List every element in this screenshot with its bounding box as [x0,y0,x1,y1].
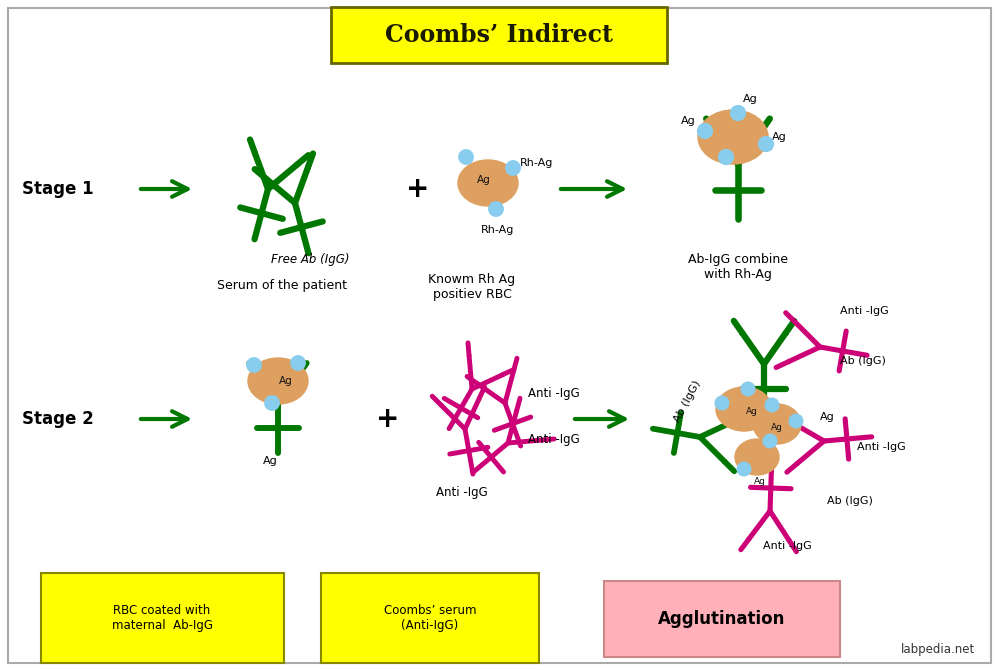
Text: Ab (IgG): Ab (IgG) [827,496,873,506]
Circle shape [741,382,755,396]
FancyBboxPatch shape [604,581,840,657]
Text: Anti -IgG: Anti -IgG [528,386,579,399]
Circle shape [758,137,773,152]
Text: Ag: Ag [478,175,491,185]
Text: Ab (IgG): Ab (IgG) [671,378,702,423]
Text: Serum of the patient: Serum of the patient [217,279,347,292]
Circle shape [265,396,279,410]
Text: Ag: Ag [279,376,293,386]
Ellipse shape [458,160,518,206]
Circle shape [489,202,503,216]
FancyBboxPatch shape [331,7,667,63]
Text: Anti -IgG: Anti -IgG [528,433,579,446]
Circle shape [765,398,779,412]
Circle shape [789,414,803,428]
Text: Stage 1: Stage 1 [22,180,94,198]
Text: Ag: Ag [263,456,278,466]
Text: Ag: Ag [743,94,758,104]
Circle shape [737,462,751,476]
Circle shape [247,358,261,372]
Text: Rh-Ag: Rh-Ag [520,158,553,168]
Text: Ag: Ag [681,116,696,126]
Ellipse shape [698,110,768,164]
Circle shape [459,150,474,164]
Circle shape [718,150,733,164]
Text: Ab-IgG combine
with Rh-Ag: Ab-IgG combine with Rh-Ag [688,253,788,281]
Text: Anti -IgG: Anti -IgG [762,541,811,551]
Circle shape [697,123,712,138]
Circle shape [505,161,520,175]
Text: Stage 2: Stage 2 [22,410,94,428]
Text: RBC coated with
maternal  Ab-IgG: RBC coated with maternal Ab-IgG [112,604,213,632]
Text: Agglutination: Agglutination [658,610,785,628]
Text: Anti -IgG: Anti -IgG [857,442,906,452]
Text: Anti -IgG: Anti -IgG [437,486,488,499]
FancyBboxPatch shape [41,573,284,663]
Ellipse shape [248,358,308,404]
Circle shape [730,105,745,120]
Text: Ag: Ag [772,132,787,142]
Text: labpedia.net: labpedia.net [901,643,975,656]
Text: +: + [407,175,430,203]
Circle shape [715,396,729,410]
Text: Ab (IgG): Ab (IgG) [840,356,886,366]
Text: Coombs’ serum
(Anti-IgG): Coombs’ serum (Anti-IgG) [384,604,477,632]
Text: Rh-Ag: Rh-Ag [482,225,514,235]
Circle shape [763,434,777,448]
Ellipse shape [753,404,801,444]
Circle shape [291,356,306,370]
Text: Free Ab (IgG): Free Ab (IgG) [271,253,350,266]
Text: Ag: Ag [746,407,758,415]
Text: Anti -IgG: Anti -IgG [840,306,889,316]
Text: Coombs’ Indirect: Coombs’ Indirect [385,23,613,47]
Ellipse shape [735,439,779,475]
Text: Ag: Ag [820,412,835,422]
Text: Ag: Ag [754,476,766,486]
Text: Knowm Rh Ag
positiev RBC: Knowm Rh Ag positiev RBC [429,273,515,301]
FancyBboxPatch shape [321,573,539,663]
Text: Ag: Ag [771,423,783,431]
Text: +: + [377,405,400,433]
Ellipse shape [716,387,772,431]
